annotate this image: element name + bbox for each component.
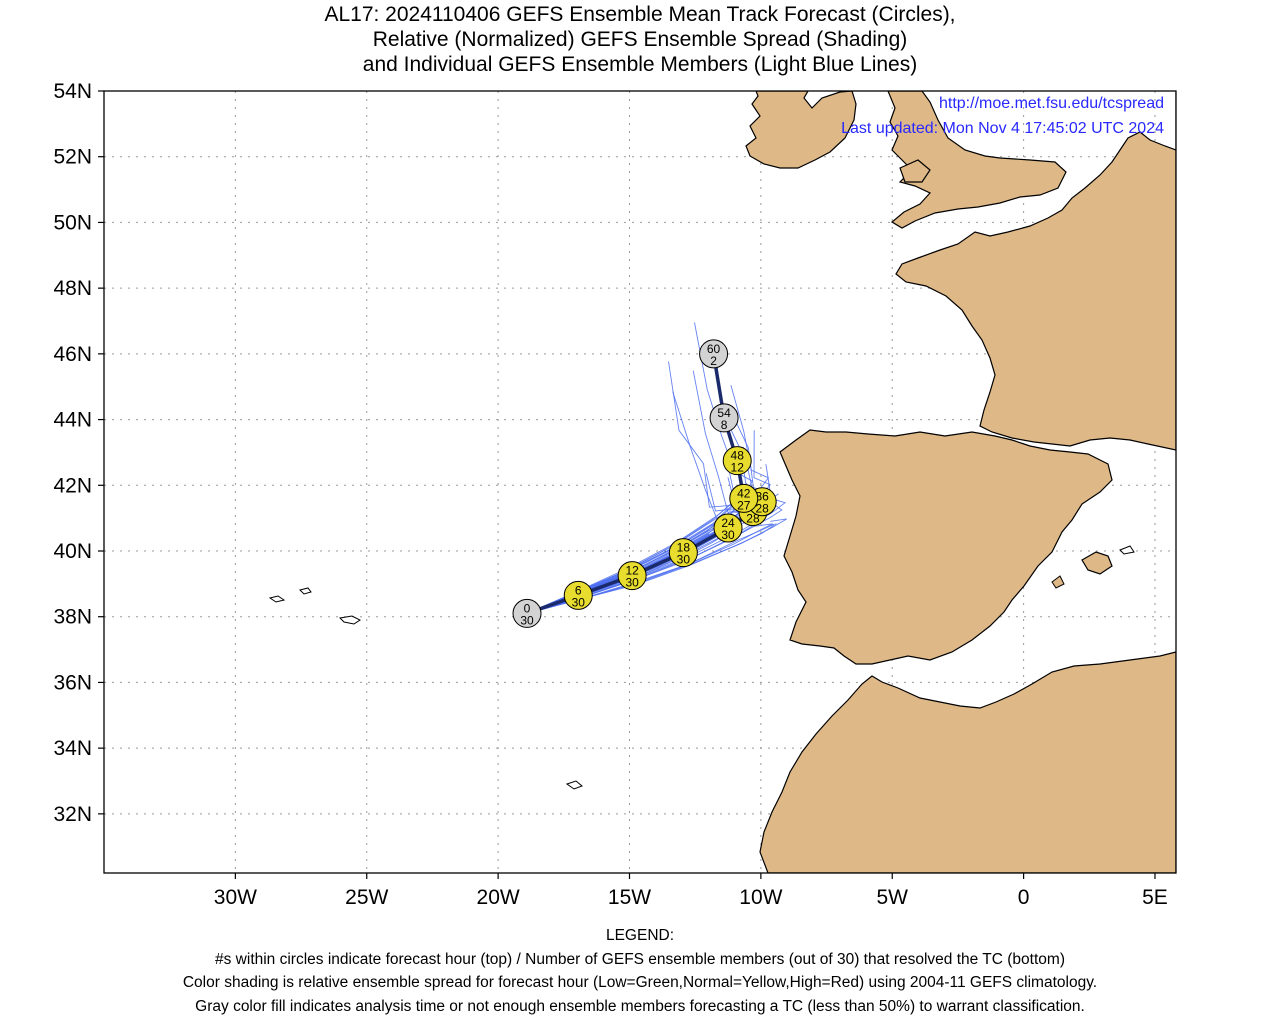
lon-label: 25W [345,886,388,909]
legend-line-1: #s within circles indicate forecast hour… [215,950,1065,968]
lon-label: 30W [214,886,257,909]
lat-label: 54N [53,80,92,103]
circle-hour: 36 [755,490,769,504]
lat-label: 44N [53,409,92,432]
circle-marker [512,598,542,628]
circle-hour: 42 [737,486,751,500]
circle-members: 30 [572,595,586,609]
circle-members: 28 [755,502,769,516]
lat-label: 40N [53,540,92,563]
longitude-labels: 30W 25W 20W 15W 10W 5W 0 5E [214,886,1168,909]
lat-label: 42N [53,474,92,497]
title-line-2: Relative (Normalized) GEFS Ensemble Spre… [372,28,908,51]
lat-label: 38N [53,606,92,629]
circle-members: 12 [731,461,745,475]
title-line-3: and Individual GEFS Ensemble Members (Li… [362,53,918,76]
circle-members: 27 [737,498,751,512]
land-ibiza [1051,575,1065,589]
latitude-labels: 54N 52N 50N 48N 46N 44N 42N 40N 38N 36N 34N 32N [53,80,92,826]
lat-label: 36N [53,671,92,694]
forecast-circle-0: 030 [512,598,542,628]
member-track [526,473,743,614]
plot-frame [103,90,1177,874]
circle-marker [713,513,743,543]
circle-hour: 60 [707,342,721,356]
circle-hour: 18 [677,541,691,555]
land-north-africa [759,651,1176,873]
axis-ticks [98,90,1156,879]
member-track [526,477,758,614]
circle-members: 8 [721,418,728,432]
lon-label: 0 [1018,886,1030,909]
lat-label: 32N [53,803,92,826]
circle-members: 30 [677,553,691,567]
circle-marker [729,483,759,513]
land-ireland [745,91,857,169]
circle-hour: 54 [717,406,731,420]
circle-hour: 12 [625,564,639,578]
grid-lines [104,91,1176,873]
chart-title: AL17: 2024110406 GEFS Ensemble Mean Trac… [0,2,1280,77]
madeira-island [565,780,583,790]
legend-line-2: Color shading is relative ensemble sprea… [182,974,1098,991]
title-line-1: AL17: 2024110406 GEFS Ensemble Mean Trac… [324,3,956,26]
forecast-circle-60: 602 [699,339,729,369]
circle-marker [709,403,739,433]
circle-members: 30 [721,528,735,542]
land-areas [268,91,1176,873]
legend-line-3: Gray color fill indicates analysis time … [195,997,1085,1015]
lon-label: 15W [608,886,651,909]
forecast-circle-6: 630 [563,580,593,610]
circle-marker [699,339,729,369]
azores-island-c [338,615,361,625]
legend: LEGEND: #s within circles indicate forec… [0,924,1280,1018]
forecast-circles: 0306301230183024303028362842274812548602 [512,339,777,628]
land-great-britain [887,91,1067,229]
lat-label: 48N [53,277,92,300]
circle-members: 2 [710,354,717,368]
forecast-circle-54: 548 [709,403,739,433]
lat-label: 52N [53,146,92,169]
azores-island-a [268,595,286,603]
circle-marker [563,580,593,610]
circle-hour: 24 [721,516,735,530]
lat-label: 46N [53,343,92,366]
circle-hour: 48 [731,449,745,463]
lon-label: 5W [876,886,908,909]
lon-label: 10W [739,886,782,909]
circle-marker [617,561,647,591]
last-updated: Last updated: Mon Nov 4 17:45:02 UTC 202… [841,120,1164,137]
circle-marker [722,446,752,476]
circle-members: 30 [625,576,639,590]
credit-url: http://moe.met.fsu.edu/tcspread [939,95,1164,112]
circle-members: 30 [520,613,534,627]
lat-label: 50N [53,211,92,234]
circle-marker [668,538,698,568]
lat-label: 34N [53,737,92,760]
azores-island-b [299,587,312,595]
circle-hour: 6 [575,583,582,597]
circle-hour: 0 [524,601,531,615]
lon-label: 5E [1142,886,1168,909]
lon-label: 20W [477,886,520,909]
land-iberia [779,429,1113,665]
land-wales [899,159,931,183]
land-mallorca [1081,551,1113,575]
land-continental-europe [895,91,1176,451]
legend-heading: LEGEND: [605,927,675,944]
land-menorca [1119,545,1135,555]
